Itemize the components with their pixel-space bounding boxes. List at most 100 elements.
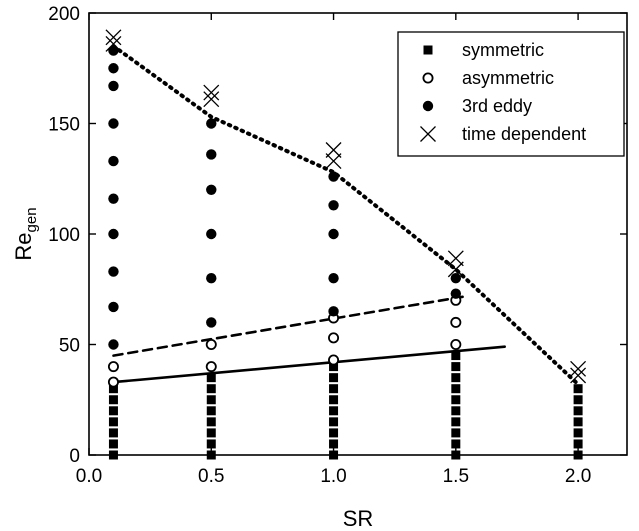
symmetric-point	[206, 373, 216, 383]
time-dependent-point	[447, 261, 464, 278]
symmetric-point	[451, 417, 461, 427]
3rd-eddy-point	[108, 63, 119, 74]
symmetric-point	[573, 406, 583, 416]
asymmetric-point	[107, 361, 119, 373]
asymmetric-point	[107, 376, 119, 388]
symmetric-point	[451, 395, 461, 405]
symmetric-point	[206, 395, 216, 405]
3rd-eddy-point	[328, 273, 339, 284]
symmetric-point	[573, 439, 583, 449]
y-tick-label: 200	[48, 4, 80, 25]
symmetric-point	[329, 384, 339, 394]
time-dependent-point	[570, 367, 587, 384]
y-axis-label-main: Re	[11, 232, 36, 260]
legend-marker-3rd-eddy	[422, 100, 434, 112]
symmetric-point	[573, 428, 583, 438]
y-axis-label-subscript: gen	[23, 207, 40, 232]
asymmetric-point	[205, 338, 217, 350]
3rd-eddy-point	[108, 118, 119, 129]
3rd-eddy-point	[108, 301, 119, 313]
3rd-eddy-point	[108, 45, 119, 56]
3rd-eddy-point	[206, 317, 217, 328]
symmetric-point	[206, 439, 216, 449]
symmetric-point	[206, 417, 216, 427]
legend: symmetric asymmetric 3rd eddy time dependen…	[397, 31, 625, 157]
3rd-eddy-point	[328, 200, 339, 211]
legend-label-time-dependent: time dependent	[462, 124, 586, 144]
x-axis-label: SR	[343, 506, 374, 531]
asymmetric-point	[328, 354, 340, 366]
y-tick-label: 50	[59, 336, 80, 357]
time-dependent-point	[447, 250, 464, 267]
time-dependent-point	[570, 360, 587, 377]
symmetric-point	[329, 406, 339, 416]
asymmetric-point	[328, 332, 340, 344]
axis-ticks: 0.0 0.5 1.0 1.5 2.0 0 50 100 150 200	[48, 4, 627, 487]
symmetric-point	[573, 417, 583, 427]
asymmetric-point	[205, 361, 217, 373]
symmetric-point	[108, 395, 118, 405]
symmetric-point	[206, 406, 216, 416]
symmetric-point	[451, 384, 461, 394]
symmetric-point	[451, 439, 461, 449]
legend-box	[397, 31, 625, 157]
3rd-eddy-point	[450, 288, 462, 299]
symmetric-point	[329, 417, 339, 427]
symmetric-point	[329, 373, 339, 383]
symmetric-point	[329, 395, 339, 405]
symmetric-point	[329, 439, 339, 449]
asymmetric-point	[450, 316, 462, 328]
3rd-eddy-point	[206, 184, 217, 195]
x-tick-label: 2.0	[565, 466, 591, 487]
x-tick-label: 1.5	[443, 466, 469, 487]
x-tick-label: 1.0	[320, 466, 346, 487]
legend-marker-asymmetric	[422, 72, 434, 84]
legend-label-3rd-eddy: 3rd eddy	[462, 96, 532, 116]
3rd-eddy-point	[108, 228, 119, 240]
3rd-eddy-point	[450, 273, 462, 284]
symmetric-point	[108, 439, 118, 449]
time-dependent-point	[105, 29, 122, 46]
symmetric-point	[451, 351, 461, 361]
3rd-eddy-point	[328, 306, 339, 317]
legend-marker-symmetric	[423, 45, 433, 55]
symmetric-point	[451, 428, 461, 438]
3rd-eddy-point	[108, 80, 119, 92]
symmetric-point	[329, 428, 339, 438]
3rd-eddy-point	[108, 155, 119, 167]
symmetric-point	[108, 428, 118, 438]
solid-line	[112, 345, 507, 384]
x-tick-label: 0.5	[198, 466, 224, 487]
y-axis-label: Regen	[11, 207, 40, 260]
symmetric-point	[206, 384, 216, 394]
legend-label-asymmetric: asymmetric	[462, 68, 554, 88]
3rd-eddy-point	[206, 273, 217, 284]
symmetric-point	[108, 384, 118, 394]
legend-marker-time-dependent	[420, 126, 436, 142]
time-dependent-point	[203, 84, 220, 101]
y-tick-label: 100	[48, 225, 80, 246]
symmetric-point	[329, 362, 339, 372]
y-tick-label: 150	[48, 115, 80, 136]
symmetric-point	[573, 395, 583, 405]
time-dependent-point	[203, 91, 220, 108]
symmetric-point	[451, 406, 461, 416]
time-dependent-point	[325, 142, 342, 158]
symmetric-point	[108, 417, 118, 427]
asymmetric-point	[450, 338, 462, 350]
3rd-eddy-point	[206, 149, 217, 160]
3rd-eddy-point	[328, 228, 339, 240]
symmetric-point	[206, 428, 216, 438]
dashed-line	[112, 294, 470, 357]
x-tick-label: 0.0	[76, 466, 102, 487]
time-dependent-point	[105, 35, 122, 52]
legend-label-symmetric: symmetric	[462, 40, 544, 60]
time-dependent-point	[325, 153, 342, 170]
symmetric-point	[108, 406, 118, 416]
3rd-eddy-point	[206, 118, 217, 129]
3rd-eddy-point	[328, 171, 339, 182]
3rd-eddy-point	[108, 193, 119, 204]
3rd-eddy-point	[108, 339, 119, 350]
symmetric-point	[451, 373, 461, 383]
